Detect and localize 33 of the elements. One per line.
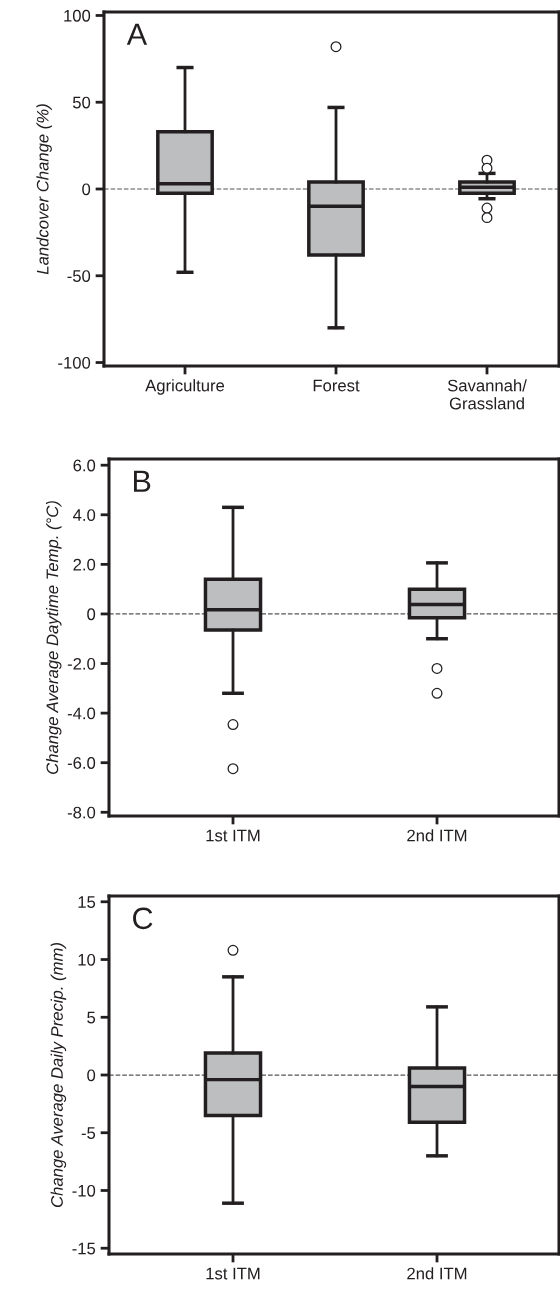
y-tick-label: 100 (64, 9, 91, 22)
x-tick-label: 1st ITM (206, 1267, 260, 1280)
y-tick-label: 5 (87, 1011, 96, 1024)
annotation: A (126, 23, 148, 45)
y-tick-label: -10 (72, 1184, 96, 1197)
y-axis-title: Change Average Daytime Temp. (°C) (46, 501, 62, 774)
x-tick-label: 2nd ITM (407, 1267, 467, 1280)
y-tick-label: 0 (87, 1069, 96, 1082)
y-axis-title: Change Average Daily Precip. (mm) (50, 943, 67, 1207)
y-tick-label: 50 (72, 96, 91, 109)
x-tick-label: 2nd ITM (407, 829, 467, 842)
y-tick-label: 0 (87, 608, 96, 621)
y-tick-label: 0 (82, 183, 91, 196)
y-tick-label: -50 (67, 270, 91, 282)
y-tick-label: -15 (72, 1242, 96, 1255)
x-tick-label: Agriculture (145, 379, 225, 395)
y-tick-label: 15 (78, 896, 96, 908)
x-tick-label: 1st ITM (206, 829, 260, 842)
y-tick-label: -6.0 (67, 757, 96, 769)
y-tick-label: -8.0 (67, 806, 96, 819)
annotation: B (134, 470, 151, 492)
x-tick-label: Forest (313, 379, 360, 392)
y-tick-label: -4.0 (67, 707, 96, 720)
y-tick-label: 4.0 (73, 509, 96, 521)
y-tick-label: -2.0 (67, 657, 96, 670)
y-axis-title: Landcover Change (%) (36, 104, 52, 275)
y-tick-label: -5 (81, 1127, 96, 1139)
y-tick-label: 2.0 (73, 558, 96, 571)
y-tick-label: -100 (58, 356, 91, 369)
annotation: C (133, 907, 153, 930)
x-tick-label: Savannah/ Grassland (447, 379, 527, 410)
y-tick-label: 6.0 (73, 459, 96, 472)
y-tick-label: 10 (78, 953, 96, 966)
